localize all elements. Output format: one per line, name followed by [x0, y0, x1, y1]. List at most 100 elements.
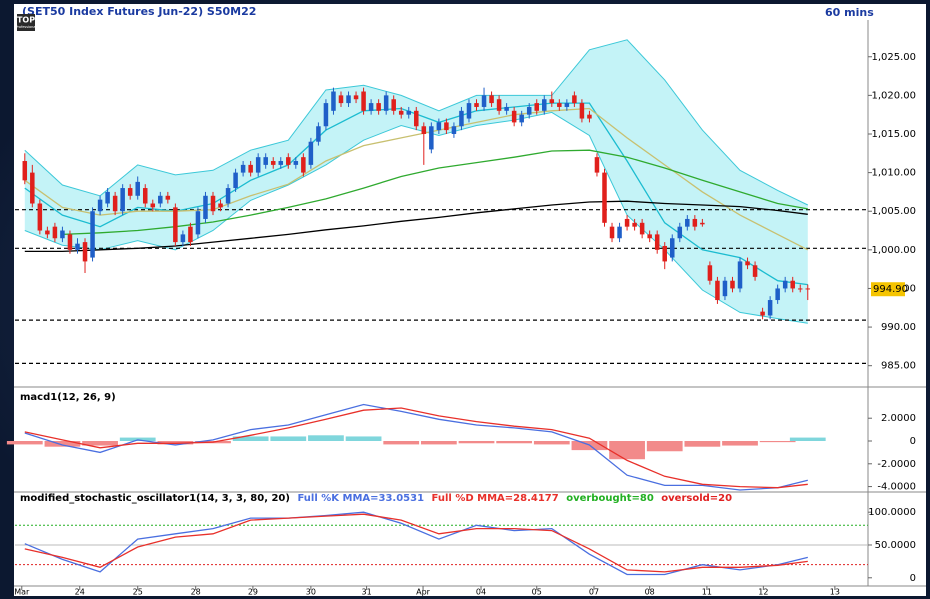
x-tick-label: Apr — [416, 588, 431, 597]
histogram-bar — [458, 441, 495, 444]
candle-body — [338, 95, 344, 104]
candle-body — [173, 207, 178, 243]
x-tick-label: 07 — [589, 588, 599, 597]
candle-body — [504, 106, 509, 111]
candle-body — [669, 238, 675, 258]
candle-body — [421, 126, 427, 134]
candle-body — [210, 195, 216, 212]
candle-body — [745, 261, 750, 266]
candle-body — [526, 106, 532, 115]
histogram-bar — [232, 436, 269, 441]
candle-body — [37, 203, 43, 231]
candle-body — [45, 230, 50, 235]
candle-body — [466, 103, 472, 119]
x-tick-label: 08 — [645, 588, 655, 597]
indicator-line — [62, 149, 808, 236]
legend-k: Full %K MMA=33.0531 — [297, 493, 424, 504]
candle-body — [391, 99, 396, 111]
candle-body — [135, 181, 140, 196]
candle-body — [165, 195, 171, 200]
candle-body — [188, 226, 193, 243]
candle-body — [805, 288, 811, 290]
candle-body — [398, 110, 404, 115]
band-fill — [24, 39, 808, 324]
candle-body — [767, 300, 773, 316]
candle-body — [685, 218, 690, 227]
band-upper — [24, 39, 809, 206]
candle-body — [715, 280, 720, 301]
candle-body — [346, 95, 351, 104]
x-tick-label: 11 — [702, 588, 712, 597]
candle-body — [233, 172, 238, 189]
candle-body — [361, 91, 366, 111]
candle-body — [624, 218, 630, 227]
candle-body — [662, 245, 667, 262]
candle-body — [564, 103, 570, 107]
y-tick-label: 50.0000 — [875, 540, 916, 551]
stoch-title: modified_stochastic_oscillator1(14, 3, 3… — [20, 493, 732, 504]
candle-body — [632, 222, 637, 227]
candle-body — [383, 95, 389, 111]
candle-body — [255, 157, 261, 173]
candle-body — [572, 95, 577, 104]
x-tick-label: 05 — [532, 588, 542, 597]
candle-body — [579, 103, 585, 119]
candle-body — [557, 103, 562, 107]
candle-body — [293, 161, 299, 165]
x-tick-label: 12 — [758, 588, 768, 597]
candle-body — [263, 157, 268, 165]
candle-body — [225, 188, 231, 204]
histogram-bar — [270, 436, 307, 441]
candle-body — [436, 122, 442, 131]
overbought-note: overbought=80 — [566, 493, 654, 504]
candle-body — [700, 222, 705, 225]
logo: TOP — [17, 16, 35, 25]
instrument-title: (SET50 Index Futures Jun-22) S50M22 — [22, 5, 256, 18]
candle-body — [654, 234, 660, 250]
candle-body — [368, 103, 374, 111]
candle-body — [429, 126, 434, 150]
candle-body — [587, 114, 592, 119]
legend-d: Full %D MMA=28.4177 — [432, 493, 559, 504]
y-tick-label: 1,015.00 — [871, 129, 916, 140]
oversold-note: oversold=20 — [661, 493, 732, 504]
indicator-line — [24, 200, 808, 253]
candle-body — [677, 226, 683, 239]
candle-body — [308, 141, 314, 165]
histogram-bar — [383, 441, 420, 445]
indicator-line — [24, 102, 808, 286]
candle-body — [797, 288, 803, 290]
candle-body — [22, 161, 28, 181]
x-tick-label: Mar — [14, 588, 30, 597]
candle-body — [406, 110, 412, 115]
histogram-bar — [646, 441, 683, 452]
y-tick-label: 1,025.00 — [871, 52, 916, 63]
interval: 60 mins — [825, 6, 874, 19]
logo-box — [17, 14, 35, 31]
x-tick-label: 25 — [133, 588, 143, 597]
histogram-bar — [759, 441, 796, 443]
candle-body — [549, 99, 555, 104]
candle-body — [97, 199, 103, 212]
candle-body — [286, 157, 291, 165]
candle-body — [203, 195, 208, 219]
candle-body — [67, 234, 73, 250]
y-tick-label: 1,010.00 — [871, 168, 916, 179]
x-tick-label: 24 — [75, 588, 85, 597]
candle-body — [150, 203, 156, 208]
indicator-line — [24, 513, 808, 573]
band-lower — [24, 111, 808, 324]
candle-body — [376, 103, 381, 111]
candle-body — [444, 122, 449, 131]
candle-body — [790, 280, 795, 289]
candle-body — [270, 161, 276, 165]
candle-body — [301, 157, 306, 173]
y-tick-label: 0 — [910, 436, 916, 447]
candle-body — [52, 226, 58, 239]
histogram-bar — [345, 436, 382, 441]
candle-body — [112, 195, 118, 212]
histogram-bar — [308, 435, 344, 441]
y-tick-label: 990.00 — [881, 322, 916, 333]
y-tick-label: 1,000.00 — [871, 245, 916, 256]
stoch-name: modified_stochastic_oscillator1(14, 3, 3… — [20, 493, 290, 504]
